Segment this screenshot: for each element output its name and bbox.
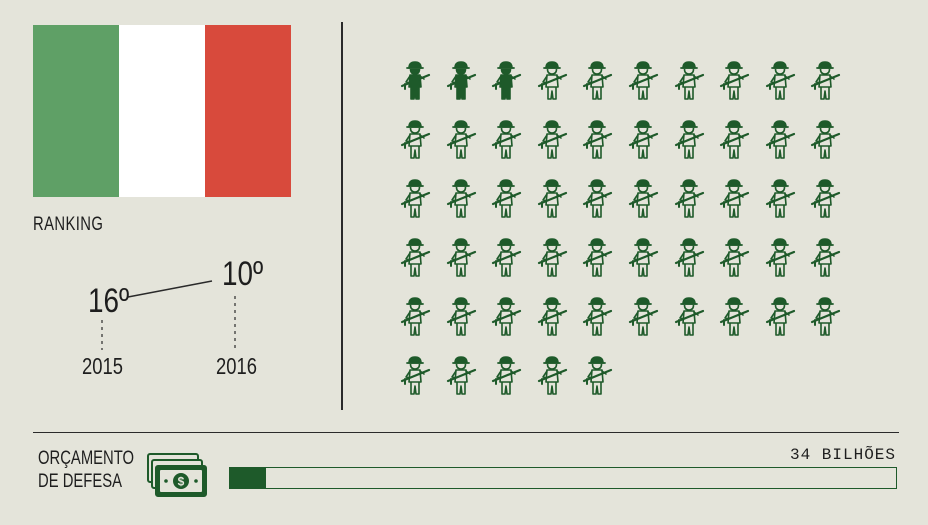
flag-stripe-green <box>33 25 119 197</box>
budget-label-line2: DE DEFESA <box>38 471 123 492</box>
soldier-icon <box>446 179 476 218</box>
soldier-icon <box>400 120 431 159</box>
rank-2016-value: 10º <box>222 255 264 293</box>
budget-bar-track <box>229 467 897 489</box>
soldier-icon <box>446 238 476 277</box>
flag-stripe-white <box>119 25 205 197</box>
rank-2015-value: 16º <box>88 282 130 320</box>
soldier-icon <box>765 297 795 336</box>
soldier-icon <box>765 120 795 159</box>
budget-label-line1: ORÇAMENTO <box>38 448 135 469</box>
soldier-icon <box>537 297 567 336</box>
soldier-icon <box>400 297 431 336</box>
soldier-icon <box>628 238 659 277</box>
soldier-icon <box>446 356 476 395</box>
ranking-label: RANKING <box>33 214 104 235</box>
soldier-icon <box>765 179 795 218</box>
flag-stripe-red <box>205 25 291 197</box>
soldier-icon <box>720 238 750 277</box>
horizontal-divider <box>33 432 899 433</box>
soldier-icon <box>400 179 431 218</box>
soldier-icon <box>492 120 522 159</box>
soldier-icon <box>674 238 704 277</box>
soldier-icon-filled <box>446 61 476 100</box>
vertical-divider <box>341 22 343 410</box>
soldier-icon <box>811 297 841 336</box>
soldier-icon <box>400 238 431 277</box>
ranking-trend-line <box>127 280 213 298</box>
country-flag <box>33 25 291 197</box>
soldier-icon <box>537 179 567 218</box>
soldier-icon <box>765 61 795 100</box>
soldier-icon <box>492 179 522 218</box>
soldier-icon <box>492 356 522 395</box>
soldier-icon <box>628 61 659 100</box>
soldier-icon-filled <box>492 61 522 100</box>
soldier-icon <box>674 120 704 159</box>
soldier-icon <box>537 61 567 100</box>
soldier-icon <box>628 120 659 159</box>
svg-text:$: $ <box>178 475 185 489</box>
soldier-icon <box>446 120 476 159</box>
soldier-icon <box>446 297 476 336</box>
soldier-icon <box>583 238 613 277</box>
budget-label: ORÇAMENTO DE DEFESA <box>38 447 134 493</box>
soldier-icon <box>583 179 613 218</box>
soldier-icon-filled <box>400 61 431 100</box>
soldier-icon <box>720 61 750 100</box>
soldier-icon <box>720 179 750 218</box>
soldier-icon <box>628 297 659 336</box>
soldier-icon <box>811 238 841 277</box>
soldier-icon <box>400 356 431 395</box>
soldier-icon <box>583 297 613 336</box>
soldier-icon <box>674 61 704 100</box>
soldier-icon <box>492 238 522 277</box>
soldier-icon <box>811 61 841 100</box>
soldier-icon <box>537 120 567 159</box>
soldier-icon <box>537 238 567 277</box>
year-2016-label: 2016 <box>216 353 257 379</box>
soldier-icon <box>811 120 841 159</box>
soldier-icon <box>628 179 659 218</box>
year-2015-label: 2015 <box>82 353 123 379</box>
soldier-icon <box>720 120 750 159</box>
budget-bar-fill <box>230 468 266 488</box>
money-stack-icon: $ <box>147 453 207 497</box>
soldier-icon <box>583 120 613 159</box>
soldier-icon <box>492 297 522 336</box>
ranking-connectors <box>101 280 236 350</box>
soldier-icon <box>811 179 841 218</box>
soldier-icon <box>537 356 567 395</box>
soldier-icon <box>674 297 704 336</box>
soldier-icon <box>765 238 795 277</box>
soldier-icon <box>583 61 613 100</box>
soldier-icon <box>583 356 613 395</box>
soldier-icon <box>720 297 750 336</box>
budget-value: 34 BILHÕES <box>789 446 896 464</box>
soldier-icon <box>674 179 704 218</box>
